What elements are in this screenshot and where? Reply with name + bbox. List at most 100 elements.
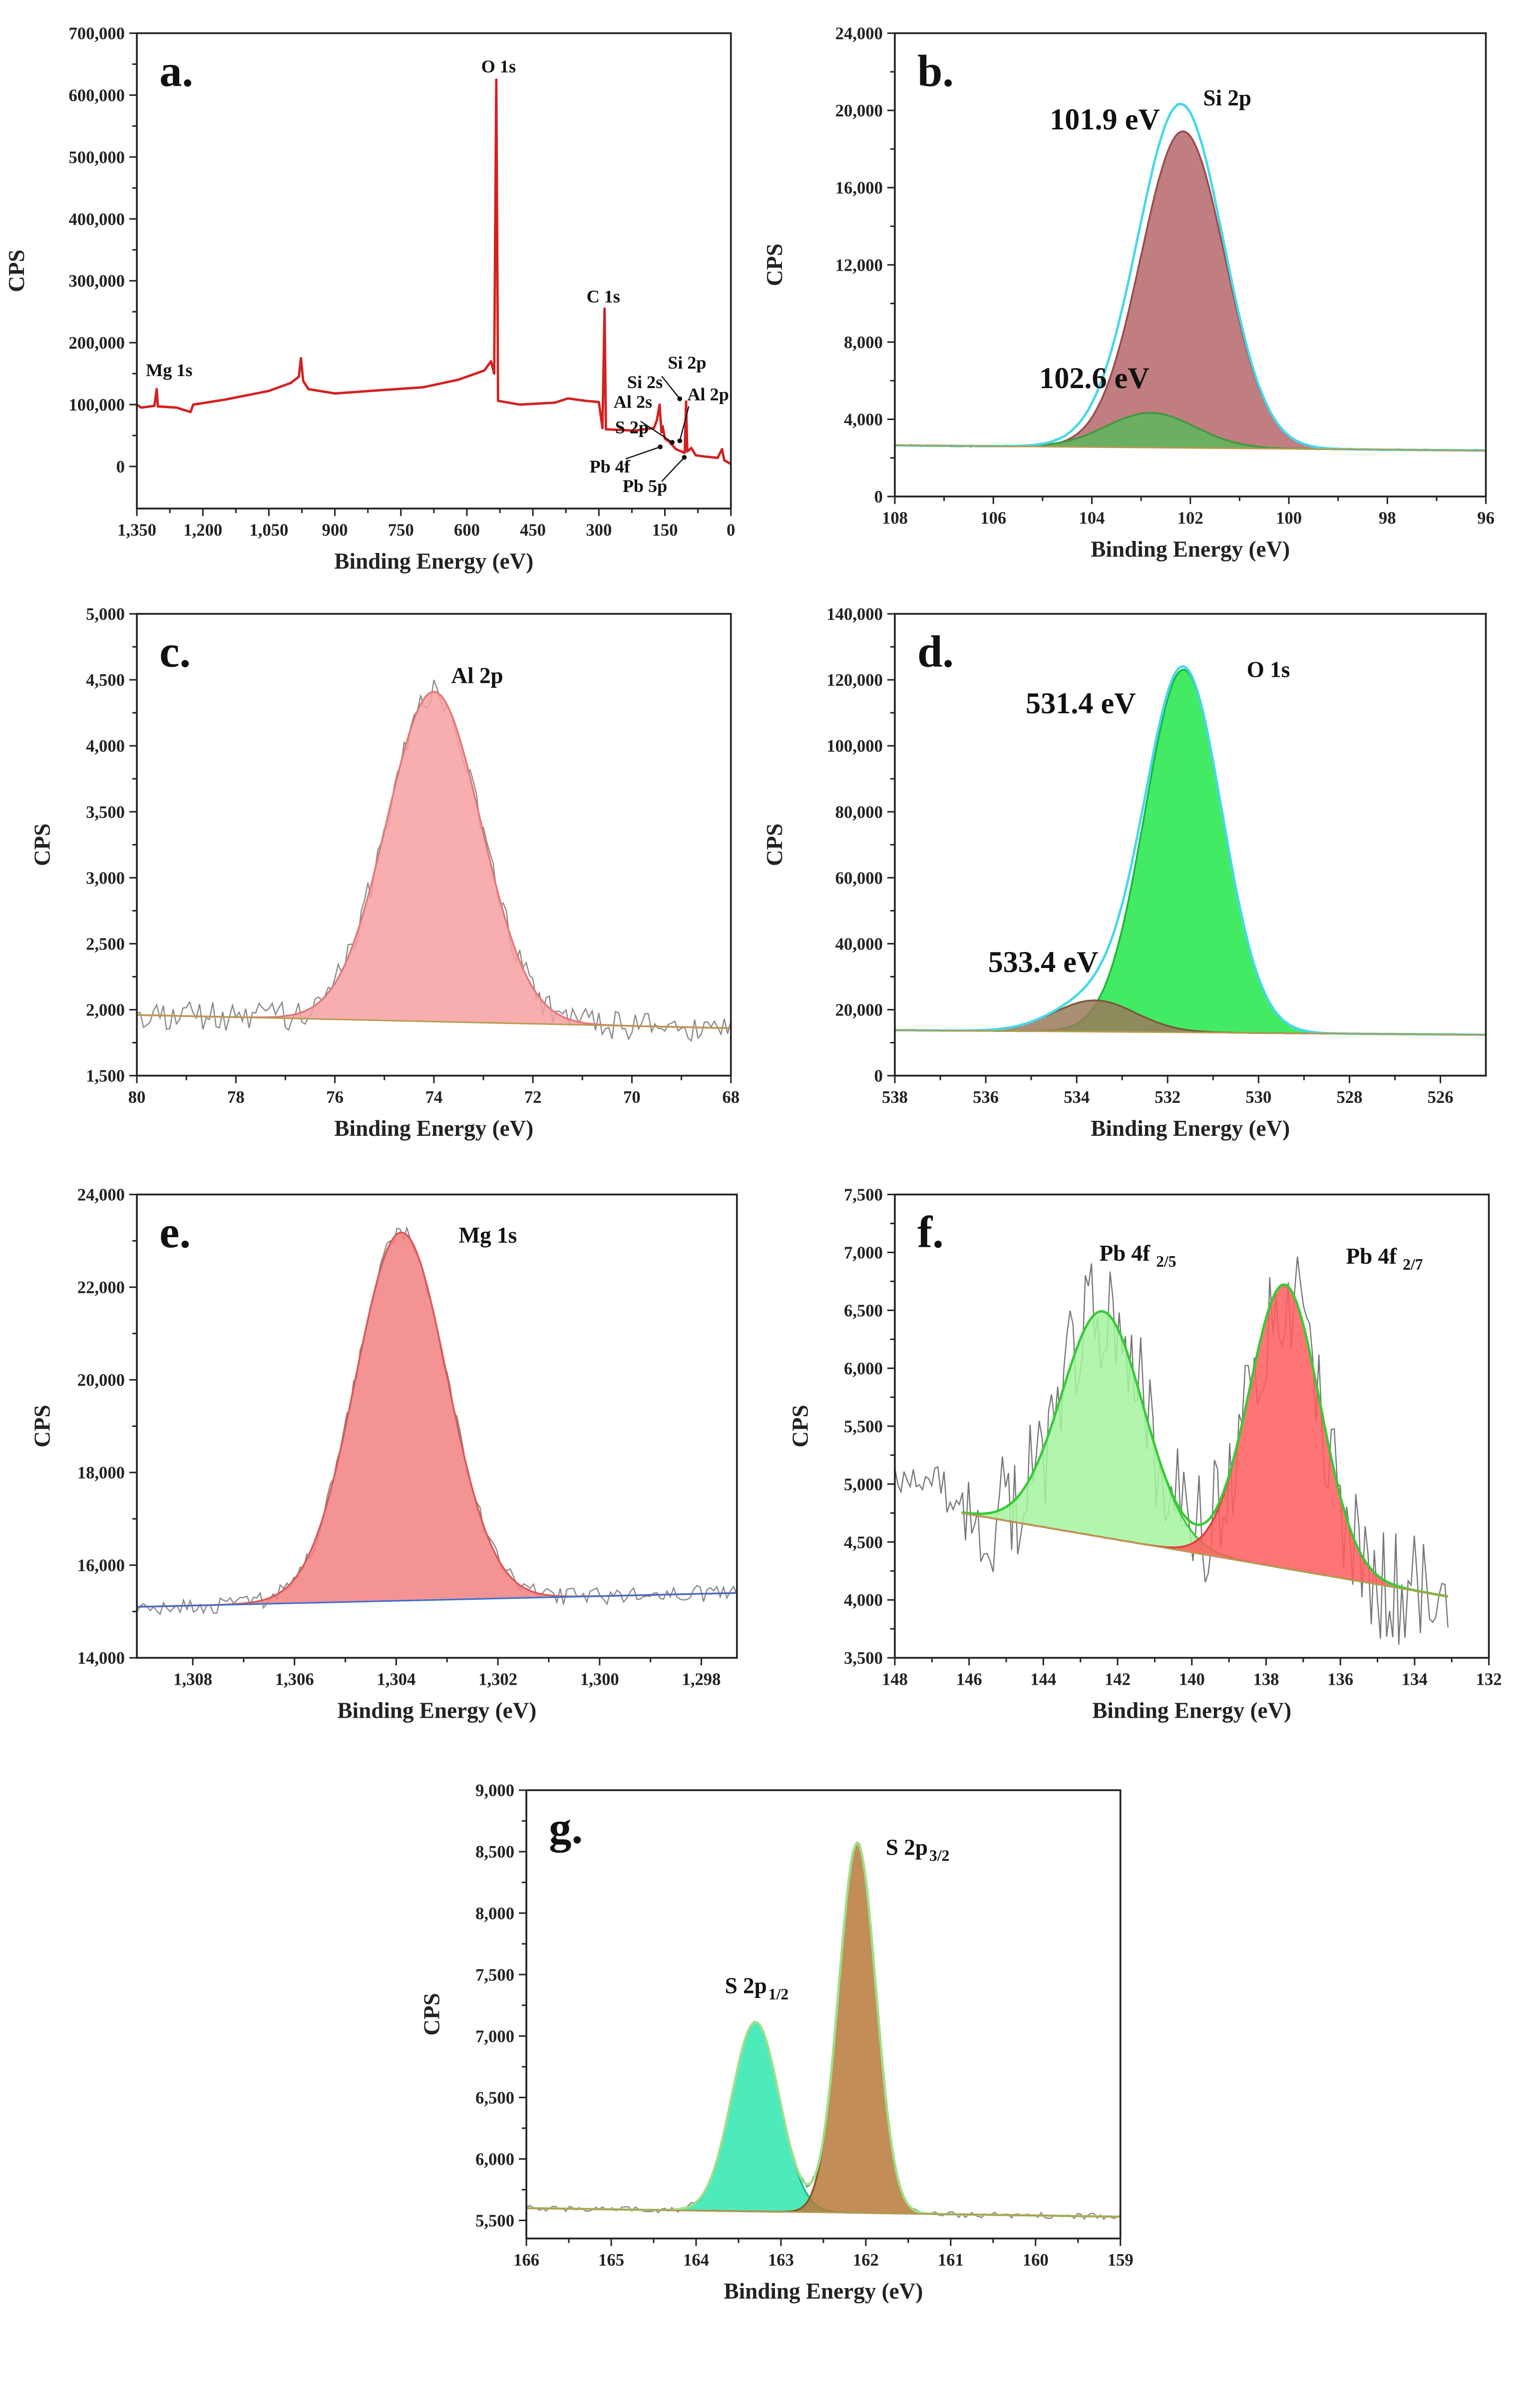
x-tick-label: 1,200 xyxy=(183,520,222,539)
y-tick-label: 500,000 xyxy=(68,148,125,167)
y-tick-label: 22,000 xyxy=(77,1278,125,1297)
x-tick-label: 102 xyxy=(1177,508,1203,527)
y-tick-label: 3,500 xyxy=(86,803,125,822)
x-tick-label: 1,350 xyxy=(117,520,156,539)
x-tick-label: 80 xyxy=(128,1088,146,1107)
y-tick-label: 1,500 xyxy=(86,1067,125,1086)
peak-annotation: 102.6 eV xyxy=(1039,362,1150,395)
y-tick-label: 40,000 xyxy=(835,935,883,954)
chart-panel-c: 80 78 76 74 72 70 68 1,500 2,000 2,500 3,000 3,500 4… xyxy=(29,605,740,1141)
x-tick-label: 530 xyxy=(1245,1088,1271,1107)
y-tick-label: 2,000 xyxy=(86,1001,125,1020)
x-tick-label: 900 xyxy=(322,520,348,539)
x-tick-label: 150 xyxy=(652,520,678,539)
y-tick-label: 100,000 xyxy=(826,737,883,756)
x-tick-label: 159 xyxy=(1108,2251,1134,2270)
x-tick-label: 162 xyxy=(853,2251,879,2270)
peak-annotation: Pb 5p xyxy=(623,476,667,496)
fitted-peak-area-2 xyxy=(894,1000,1486,1035)
peak-annotation: Al 2s xyxy=(614,392,652,412)
y-tick-label: 7,000 xyxy=(844,1244,883,1263)
peak-annotation: Si 2p xyxy=(668,353,706,373)
y-tick-label: 7,500 xyxy=(475,1965,514,1984)
panel-label: c. xyxy=(159,626,191,676)
plot-area xyxy=(894,102,1486,452)
y-axis-label: CPS xyxy=(29,824,54,866)
panel-label: g. xyxy=(549,1803,583,1853)
peak-annotation: Al 2p xyxy=(451,663,503,688)
y-axis-label: CPS xyxy=(419,1993,444,2035)
plot-area xyxy=(526,1841,1121,2220)
baseline-line xyxy=(137,1592,737,1608)
y-tick-label: 3,500 xyxy=(844,1649,883,1668)
y-tick-label: 2,500 xyxy=(86,935,125,954)
panel-label: f. xyxy=(917,1207,944,1257)
annotation-subscript: 3/2 xyxy=(929,1847,949,1865)
baseline-line xyxy=(961,1512,1449,1597)
x-tick-label: 148 xyxy=(882,1670,908,1689)
annotation-main: Pb 4f xyxy=(1346,1244,1397,1269)
peak-annotation: O 1s xyxy=(481,56,516,76)
fitted-peak-area-1 xyxy=(894,131,1486,451)
y-tick-label: 24,000 xyxy=(77,1186,125,1205)
arrow-head-icon xyxy=(682,455,687,460)
fitted-peak-area-1 xyxy=(894,669,1486,1035)
x-tick-label: 96 xyxy=(1477,508,1495,527)
x-tick-label: 136 xyxy=(1327,1670,1353,1689)
chart-panel-b: 108 106 104 102 100 98 96 0 4,000 8,000 12,000 16,0… xyxy=(762,24,1495,562)
y-tick-label: 8,000 xyxy=(475,1904,514,1923)
x-tick-label: 532 xyxy=(1155,1088,1180,1107)
x-tick-label: 78 xyxy=(227,1088,245,1107)
y-tick-label: 9,000 xyxy=(475,1781,514,1800)
annotation-main: Pb 4f xyxy=(1100,1241,1151,1266)
annotation-arrow xyxy=(661,376,681,400)
plot-area xyxy=(137,679,731,1042)
y-tick-label: 5,500 xyxy=(475,2212,514,2231)
y-tick-label: 0 xyxy=(874,487,883,506)
y-tick-label: 12,000 xyxy=(835,256,883,275)
x-axis-label: Binding Energy (eV) xyxy=(724,2279,923,2304)
y-tick-label: 140,000 xyxy=(826,605,883,624)
y-tick-label: 6,500 xyxy=(844,1301,883,1320)
peak-annotation: O 1s xyxy=(1247,657,1290,682)
y-axis-label: CPS xyxy=(762,244,787,286)
y-tick-label: 16,000 xyxy=(77,1556,125,1575)
fitted-peak-area-2 xyxy=(961,1284,1448,1597)
y-tick-label: 8,000 xyxy=(844,333,883,352)
y-tick-label: 7,500 xyxy=(844,1186,883,1205)
peak-annotation: Pb 4f xyxy=(590,457,631,477)
x-axis-label: Binding Energy (eV) xyxy=(334,549,533,574)
x-tick-label: 106 xyxy=(980,508,1006,527)
y-tick-label: 20,000 xyxy=(77,1371,125,1390)
x-tick-label: 1,308 xyxy=(173,1670,212,1689)
baseline-line xyxy=(526,2207,1121,2218)
peak-annotation: Al 2p xyxy=(687,384,729,404)
x-tick-label: 164 xyxy=(683,2251,709,2270)
x-tick-label: 161 xyxy=(938,2251,964,2270)
y-axis-label: CPS xyxy=(787,1405,812,1447)
y-tick-label: 4,500 xyxy=(844,1533,883,1552)
annotation-main: S 2p xyxy=(725,1973,767,1998)
raw-data-line xyxy=(894,1256,1449,1645)
x-axis-label: Binding Energy (eV) xyxy=(337,1698,536,1723)
chart-panel-g: 166 165 164 163 162 161 160 159 5,500 6,000 6,500 7… xyxy=(419,1781,1133,2304)
y-tick-label: 6,500 xyxy=(475,2088,514,2107)
peak-annotation: 101.9 eV xyxy=(1050,103,1160,136)
x-tick-label: 108 xyxy=(882,508,908,527)
x-axis-label: Binding Energy (eV) xyxy=(1091,537,1290,562)
x-tick-label: 600 xyxy=(454,520,480,539)
y-tick-label: 6,000 xyxy=(475,2150,514,2169)
peak-annotation: Pb 4f 2/5 xyxy=(1100,1241,1176,1270)
x-tick-label: 76 xyxy=(326,1088,344,1107)
x-tick-label: 0 xyxy=(727,520,735,539)
x-tick-label: 166 xyxy=(513,2251,539,2270)
peak-annotation: 531.4 eV xyxy=(1026,687,1136,720)
x-tick-label: 163 xyxy=(768,2251,794,2270)
y-tick-label: 60,000 xyxy=(835,869,883,888)
annotation-subscript: 1/2 xyxy=(769,1985,788,2003)
y-tick-label: 3,000 xyxy=(86,869,125,888)
x-tick-label: 100 xyxy=(1276,508,1302,527)
y-tick-label: 0 xyxy=(874,1067,883,1086)
x-axis-label: Binding Energy (eV) xyxy=(1092,1698,1291,1723)
